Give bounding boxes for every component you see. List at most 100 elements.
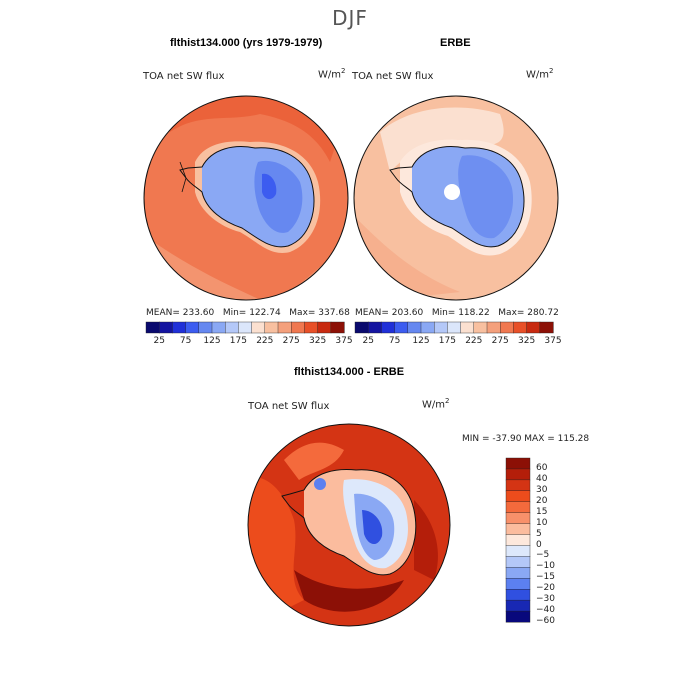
panel2-colorbar-swatch [354, 321, 369, 334]
panel3-colorbar-swatch [505, 468, 531, 481]
panel2-colorbar-tick-label: 175 [438, 336, 456, 346]
panel1-colorbar-tick-label: 225 [256, 336, 274, 346]
panel1-title: flthist134.000 (yrs 1979-1979) [170, 37, 323, 49]
panel3-colorbar-swatch [505, 523, 531, 536]
panel2-colorbar-tick-label: 275 [491, 336, 509, 346]
panel2-colorbar-swatch [367, 321, 383, 334]
panel1-variable-label: TOA net SW flux [143, 71, 225, 82]
panel3-field-south-band [294, 570, 404, 612]
panel1-colorbar-tick-label: 125 [203, 336, 221, 346]
panel2-polar-map [353, 95, 559, 301]
panel2-field-plateau [458, 155, 514, 239]
panel2-stats: MEAN= 203.60 Min= 118.22 Max= 280.72 [355, 308, 559, 318]
panel3-colorbar-swatch [505, 501, 531, 514]
panel2-field-north-light [380, 107, 504, 172]
panel3-map-border [247, 423, 451, 627]
panel2-colorbar-swatch [407, 321, 422, 334]
panel1-stats: MEAN= 233.60 Min= 122.74 Max= 337.68 [146, 308, 350, 318]
panel3-colorbar-swatch [505, 490, 531, 503]
panel2-colorbar-swatch [513, 321, 528, 334]
panel2-colorbar-swatch [420, 321, 435, 334]
panel3-colorbar-tick-label: 5 [536, 528, 542, 539]
panel3-colorbar-tick-label: 40 [536, 473, 548, 484]
panel1-colorbar-swatch [211, 321, 226, 334]
panel3-colorbar-tick-label: 10 [536, 517, 548, 528]
panel2-colorbar [354, 321, 554, 334]
panel1-colorbar-swatch [224, 321, 239, 334]
panel1-colorbar-swatch [238, 321, 253, 334]
panel1-peninsula-outline [179, 161, 187, 193]
panel3-colorbar-swatch [505, 610, 531, 623]
panel1-colorbar-tick-label: 375 [335, 336, 353, 346]
panel3-coastline [281, 469, 417, 576]
panel2-colorbar-swatch [473, 321, 488, 334]
panel1-colorbar-tick-label: 25 [153, 336, 165, 346]
panel2-colorbar-swatch [460, 321, 475, 334]
figure-title: DJF [332, 6, 368, 30]
panel2-units-label: W/m2 [526, 67, 554, 81]
panel3-colorbar-swatch [505, 479, 531, 492]
panel3-colorbar-tick-label: 0 [536, 539, 542, 550]
panel3-field-blue-spot [314, 478, 326, 490]
panel3-polar-map [247, 423, 451, 627]
panel3-stats: MIN = -37.90 MAX = 115.28 [462, 434, 590, 444]
panel3-colorbar-tick-label: 30 [536, 484, 548, 495]
panel3-colorbar-swatch [505, 534, 531, 546]
panel1-colorbar-swatch [330, 321, 345, 334]
panel3-colorbar-swatch [505, 588, 531, 601]
panel1-colorbar-swatch [198, 321, 213, 334]
panel3-colorbar-labels: 60 40 30 20 15 10 5 0 −5 −10 −15 −20 −30 −40 −60 [536, 458, 576, 626]
panel3-colorbar-tick-label: −10 [536, 561, 555, 572]
panel1-colorbar-swatch [264, 321, 279, 334]
panel1-colorbar-tick-label: 175 [229, 336, 247, 346]
panel3-colorbar-tick-label: 15 [536, 506, 548, 517]
panel1-colorbar-swatch [277, 321, 292, 334]
panel3-field-east-band [414, 500, 438, 580]
panel1-colorbar [145, 321, 345, 334]
panel2-colorbar-tick-label: 225 [465, 336, 483, 346]
panel3-colorbar-swatch [505, 599, 531, 612]
panel3-colorbar-swatch [505, 578, 531, 590]
panel2-colorbar-swatch [447, 321, 462, 334]
panel2-field-pole-gap [444, 184, 460, 200]
panel2-colorbar-swatch [539, 321, 554, 334]
panel2-colorbar-tick-label: 25 [362, 336, 374, 346]
panel1-colorbar-swatch [185, 321, 200, 334]
panel2-title: ERBE [440, 37, 471, 49]
panel2-colorbar-swatch [486, 321, 501, 334]
panel2-colorbar-tick-label: 125 [412, 336, 430, 346]
panel1-colorbar-swatch [251, 321, 266, 334]
panel2-colorbar-labels: 25 75 125 175 225 275 325 375 [355, 336, 561, 348]
panel2-colorbar-swatch [433, 321, 448, 334]
panel1-polar-map [143, 95, 349, 301]
panel2-variable-label: TOA net SW flux [352, 71, 434, 82]
panel1-colorbar-tick-label: 275 [282, 336, 300, 346]
panel3-colorbar-tick-label: −20 [536, 583, 555, 594]
panel3-variable-label: TOA net SW flux [248, 401, 330, 412]
panel1-colorbar-labels: 25 75 125 175 225 275 325 375 [146, 336, 352, 348]
panel1-coastline [179, 146, 315, 248]
panel1-colorbar-swatch [145, 321, 160, 334]
panel3-colorbar-tick-label: 20 [536, 495, 548, 506]
panel3-colorbar-tick-label: −30 [536, 594, 555, 605]
panel3-colorbar-swatch [505, 556, 531, 568]
panel1-colorbar-swatch [158, 321, 174, 334]
panel2-colorbar-swatch [394, 321, 409, 334]
panel2-colorbar-swatch [499, 321, 514, 334]
panel2-map-border [353, 95, 559, 301]
panel3-units-label: W/m2 [422, 397, 450, 411]
panel3-colorbar-swatch [505, 545, 531, 557]
panel1-field-plateau-core [262, 173, 277, 200]
panel3-colorbar-swatch [505, 567, 531, 579]
panel3-colorbar-tick-label: −60 [536, 616, 555, 626]
panel1-colorbar-swatch [304, 321, 319, 334]
panel1-colorbar-swatch [317, 321, 332, 334]
panel1-colorbar-tick-label: 75 [179, 336, 192, 346]
panel1-units-label: W/m2 [318, 67, 346, 81]
panel3-colorbar [505, 457, 531, 623]
panel3-colorbar-swatch [505, 512, 531, 525]
panel2-colorbar-tick-label: 375 [544, 336, 562, 346]
panel3-colorbar-swatch [505, 457, 531, 470]
panel1-colorbar-swatch [172, 321, 187, 334]
panel3-field-north-patch [284, 442, 344, 480]
